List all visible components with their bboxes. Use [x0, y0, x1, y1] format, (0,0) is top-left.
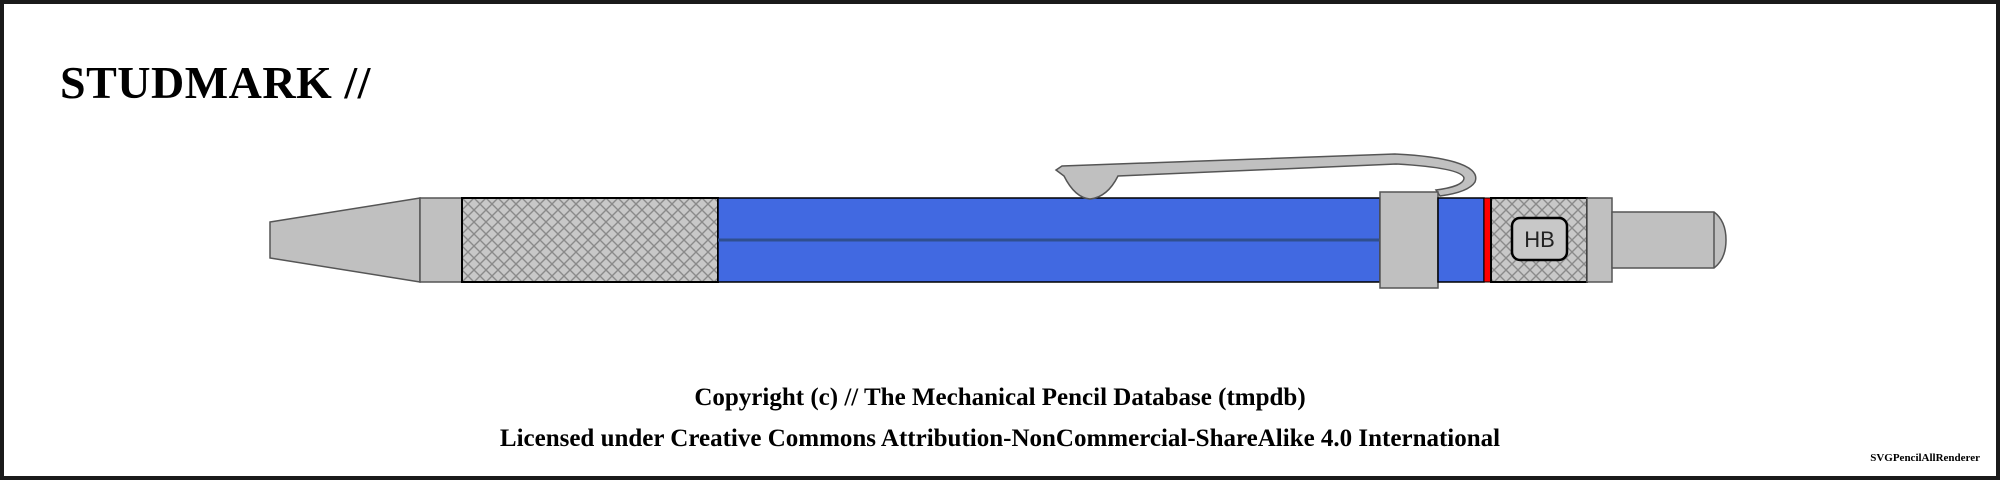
pencil-title: STUDMARK //	[60, 57, 371, 108]
grade-indicator-box	[1510, 216, 1569, 262]
pencil-clip	[1054, 153, 1477, 200]
pencil-front-collar	[419, 197, 463, 283]
pencil-red-ring	[1483, 197, 1492, 283]
pencil-front-grip	[461, 197, 719, 283]
copyright-text: Copyright (c) // The Mechanical Pencil D…	[694, 384, 1306, 411]
renderer-label: SVGPencilAllRenderer	[1870, 452, 1980, 464]
license-text: Licensed under Creative Commons Attribut…	[499, 425, 1501, 452]
grade-indicator-label: HB	[1524, 227, 1555, 252]
pencil-clip-band	[1379, 191, 1439, 289]
pencil-rear-body	[1437, 197, 1485, 283]
pencil-end-cap	[1611, 211, 1727, 269]
pencil-rear-collar	[1586, 197, 1613, 283]
pencil-tip-cone	[269, 197, 421, 283]
